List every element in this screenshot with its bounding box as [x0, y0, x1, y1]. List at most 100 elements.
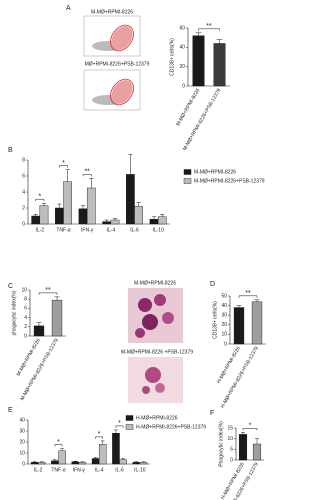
y-axis-label: CD138+ cells(%) — [212, 301, 218, 339]
y-tick-label: 40 — [221, 303, 227, 309]
panel-label: F — [210, 410, 214, 417]
significance-bracket — [95, 436, 103, 439]
significance-label: * — [62, 160, 65, 167]
y-tick-label: 8 — [24, 297, 27, 303]
significance-label: * — [249, 423, 252, 430]
figure: M-MØ+RPMI-8226 MØ+RPMI-8226+PSB-12379 M-… — [8, 5, 266, 500]
legend-label: H-MØ+RPMI-8226 — [136, 415, 178, 421]
error-bar — [41, 202, 47, 206]
error-bar — [39, 461, 44, 463]
panel-label: A — [66, 5, 71, 12]
significance-bracket — [82, 174, 92, 177]
bar — [51, 460, 59, 465]
bar — [78, 208, 88, 225]
microscopy-label: M-MØ+RPMI-8226 +PSB-12379 — [121, 349, 193, 355]
y-tick-label: 4 — [22, 189, 25, 195]
x-tick-label: TNF-α — [56, 227, 70, 233]
y-tick-label: 2 — [24, 324, 27, 330]
error-bar — [57, 203, 62, 208]
panel-label: B — [8, 147, 13, 154]
y-tick-label: 0 — [230, 457, 233, 463]
microscopy-image — [128, 288, 183, 343]
y-tick-label: 2 — [22, 205, 25, 211]
flow-plot — [83, 69, 141, 111]
bar — [91, 458, 100, 465]
x-tick-label: IL-6 — [130, 227, 139, 233]
bar — [110, 219, 120, 225]
y-axis-label: phagocytic index(%) — [11, 290, 17, 335]
bar — [78, 462, 87, 465]
panel-label: D — [210, 281, 215, 288]
y-tick-label: 40 — [179, 45, 185, 51]
microscopy-label: M-MØ+RPMI-8226 — [134, 280, 176, 286]
significance-label: * — [98, 431, 101, 438]
error-bar — [112, 218, 118, 220]
y-axis-label: Phagocytic index(%) — [218, 421, 224, 467]
bar — [55, 207, 64, 225]
y-tick-label: 8 — [22, 157, 25, 163]
y-tick-label: 50 — [221, 293, 227, 299]
significance-bracket — [115, 425, 124, 428]
x-tick-label: IL-10 — [152, 227, 164, 233]
y-tick-label: 20 — [179, 64, 185, 70]
significance-bracket — [54, 444, 63, 447]
bar — [51, 299, 63, 337]
significance-label: ** — [84, 169, 90, 176]
legend-swatch — [125, 415, 134, 421]
significance-bracket — [59, 165, 68, 168]
y-tick-label: 20 — [221, 322, 227, 328]
error-bar — [80, 461, 85, 463]
x-tick-label: IFN-γ — [73, 467, 86, 473]
legend-label: M-MØ+RPMI-8226+PSB-12379 — [194, 178, 265, 184]
significance-bracket — [198, 28, 220, 31]
x-tick-label: IL-10 — [134, 467, 146, 473]
error-bar — [241, 432, 245, 435]
bar — [86, 187, 96, 225]
bar — [71, 461, 80, 465]
error-bar — [216, 39, 223, 44]
bar — [39, 205, 49, 225]
error-bar — [100, 440, 105, 445]
significance-label: ** — [245, 290, 251, 297]
error-bar — [134, 461, 139, 463]
bar — [37, 462, 46, 465]
error-bar — [136, 202, 141, 207]
x-tick-label: IL-2 — [34, 467, 43, 473]
y-tick-label: 0 — [22, 461, 25, 467]
y-tick-label: 0 — [24, 333, 27, 339]
error-bar — [151, 216, 157, 220]
bar — [119, 459, 127, 465]
x-tick-label: TNF-α — [51, 467, 65, 473]
error-bar — [195, 32, 202, 36]
bar — [139, 462, 148, 465]
error-bar — [65, 169, 70, 182]
error-bar — [128, 154, 133, 175]
x-tick-label: IL-2 — [36, 227, 45, 233]
y-tick-label: 0 — [182, 83, 185, 89]
significance-label: ** — [45, 287, 51, 294]
error-bar — [255, 438, 259, 444]
significance-bracket — [242, 428, 258, 431]
y-tick-label: 5 — [230, 447, 233, 453]
y-tick-label: 10 — [227, 436, 233, 442]
bar — [132, 462, 141, 465]
legend-swatch — [125, 424, 134, 430]
legend-swatch — [183, 178, 192, 184]
significance-bracket — [35, 198, 45, 202]
significance-label: * — [38, 194, 41, 201]
bar — [213, 43, 226, 87]
y-tick-label: 10 — [21, 287, 27, 293]
x-tick-label: H-MØ+RPMI-8226+PSB-12379 — [220, 345, 260, 409]
bar — [126, 174, 135, 225]
error-bar — [53, 459, 57, 461]
error-bar — [254, 299, 260, 302]
error-bar — [54, 296, 60, 301]
error-bar — [141, 461, 146, 463]
bar — [31, 215, 41, 225]
error-bar — [93, 457, 98, 459]
y-tick-label: 10 — [19, 450, 25, 456]
significance-label: ** — [206, 23, 212, 30]
bar — [192, 35, 205, 87]
flow-label: M-MØ+RPMI-8226 — [91, 9, 133, 15]
